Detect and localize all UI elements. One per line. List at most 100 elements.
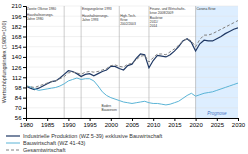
y-tick: 196: [11, 14, 26, 20]
annotation: Baukrise2011/2014: [150, 16, 163, 28]
annotation-line: 2014: [150, 24, 158, 28]
y-tick-mark: [23, 67, 26, 68]
y-tick: 98: [15, 85, 26, 91]
y-tick: 70: [15, 105, 26, 111]
grid-line: [26, 36, 238, 37]
y-tick: 56: [15, 115, 26, 121]
x-tick-label: 2005: [126, 122, 140, 128]
annotation: Haushaltsierungs-Jahre 1980: [27, 13, 54, 21]
chart: 1980 1985 1990 1995 2000 2005 2010 2015 2020 2025…: [0, 0, 248, 154]
grid-line: [26, 107, 238, 108]
annotation-line: krise 2008/2009: [150, 11, 174, 15]
y-tick-label: 140: [11, 54, 22, 60]
grid: [26, 6, 238, 118]
x-tick-label: 2010: [147, 122, 161, 128]
y-tick-label: 98: [15, 85, 22, 91]
annotation-line: 2002/2003: [120, 22, 136, 26]
x-tick: 2025: [211, 118, 225, 128]
y-tick-label: 168: [11, 34, 22, 40]
y-tick-mark: [23, 6, 26, 7]
y-tick-mark: [23, 37, 26, 38]
grid-line: [26, 56, 238, 57]
grid-line: [26, 26, 238, 27]
y-tick-label: 196: [11, 14, 22, 20]
annotation: Finanz- und Wirtschafts-krise 2008/2009: [150, 7, 186, 15]
y-tick-label: 210: [11, 3, 22, 9]
legend-item: Gesamtwirtschaft: [6, 147, 66, 153]
x-tick: 1990: [62, 118, 76, 128]
annotation: Haushaltsierungs-Jahre 1993: [82, 14, 109, 22]
annotation-line: Jahre 1980: [27, 17, 44, 21]
y-tick-mark: [23, 26, 26, 27]
x-tick: 2020: [189, 118, 203, 128]
shaded-region-label: Prognose: [207, 111, 227, 116]
y-axis-title: Wertschöpfungsindex (1980=100): [1, 21, 7, 104]
annotation-line: Zweite Ölkrise 1980: [27, 7, 56, 11]
y-tick-label: 56: [15, 115, 22, 121]
annotation-line: Corona Krise: [196, 7, 215, 11]
annotation-line: Einigungskrise 1993: [82, 7, 112, 11]
y-tick: 210: [11, 3, 26, 9]
y-tick: 112: [12, 75, 26, 81]
x-tick-label: 1990: [62, 122, 76, 128]
plot-area: [26, 6, 238, 118]
y-tick: 154: [11, 44, 26, 50]
event-line: [81, 6, 82, 118]
series-line: [26, 21, 238, 88]
annotation: Zweite Ölkrise 1980: [27, 7, 56, 11]
x-tick-mark: [174, 118, 175, 121]
annotation-line: Jahre 1993: [82, 18, 99, 22]
grid-line: [26, 67, 238, 68]
x-tick: 2000: [105, 118, 119, 128]
y-tick-label: 70: [15, 105, 22, 111]
x-tick-mark: [132, 118, 133, 121]
y-tick-mark: [23, 87, 26, 88]
y-tick: 140: [11, 54, 26, 60]
y-tick-label: 182: [11, 24, 22, 30]
series-line: [26, 78, 238, 105]
legend-label: Industrielle Produktion (WZ 5-39) exklus…: [23, 133, 163, 139]
grid-line: [26, 77, 238, 78]
grid-line: [26, 46, 238, 47]
y-tick-label: 84: [15, 95, 22, 101]
legend-swatch: [6, 143, 20, 144]
x-tick: 2015: [168, 118, 182, 128]
x-tick-label: 2030: [232, 122, 246, 128]
legend-item: Industrielle Produktion (WZ 5-39) exklus…: [6, 133, 163, 139]
x-tick-label: 2000: [105, 122, 119, 128]
x-tick: 2030: [232, 118, 246, 128]
plot-background: [196, 6, 238, 118]
annotation-line: Bauwesen: [101, 108, 117, 112]
annotation: Corona Krise: [196, 7, 215, 11]
x-tick-mark: [238, 118, 239, 121]
x-tick-label: 1980: [20, 122, 34, 128]
x-tick: 1980: [20, 118, 34, 128]
y-tick-mark: [23, 98, 26, 99]
y-tick-label: 126: [11, 65, 22, 71]
x-tick-label: 1985: [41, 122, 55, 128]
legend-swatch: [6, 150, 20, 151]
x-axis: 1980 1985 1990 1995 2000 2005 2010 2015 2020 2025…: [20, 118, 246, 128]
x-tick-label: 1995: [83, 122, 97, 128]
x-tick: 2010: [147, 118, 161, 128]
y-tick: 182: [11, 24, 26, 30]
y-tick-mark: [23, 16, 26, 17]
x-tick-label: 2020: [189, 122, 203, 128]
x-tick-label: 2025: [211, 122, 225, 128]
y-tick-mark: [23, 118, 26, 119]
annotation: Einigungskrise 1993: [82, 7, 112, 11]
event-line: [195, 6, 196, 118]
y-axis-line: [23, 7, 27, 119]
y-tick: 168: [11, 34, 26, 40]
x-tick-mark: [153, 118, 154, 121]
annotation: BodenBauwesen: [101, 104, 117, 112]
x-tick-mark: [217, 118, 218, 121]
y-tick: 84: [15, 95, 26, 101]
grid-line: [26, 97, 238, 98]
legend: Industrielle Produktion (WZ 5-39) exklus…: [6, 133, 163, 153]
legend-label: Bauwirtschaft (WZ 41-43): [23, 140, 86, 146]
legend-swatch: [6, 135, 20, 136]
x-tick: 1985: [41, 118, 55, 128]
y-tick-mark: [23, 47, 26, 48]
x-axis-line: [27, 119, 239, 122]
